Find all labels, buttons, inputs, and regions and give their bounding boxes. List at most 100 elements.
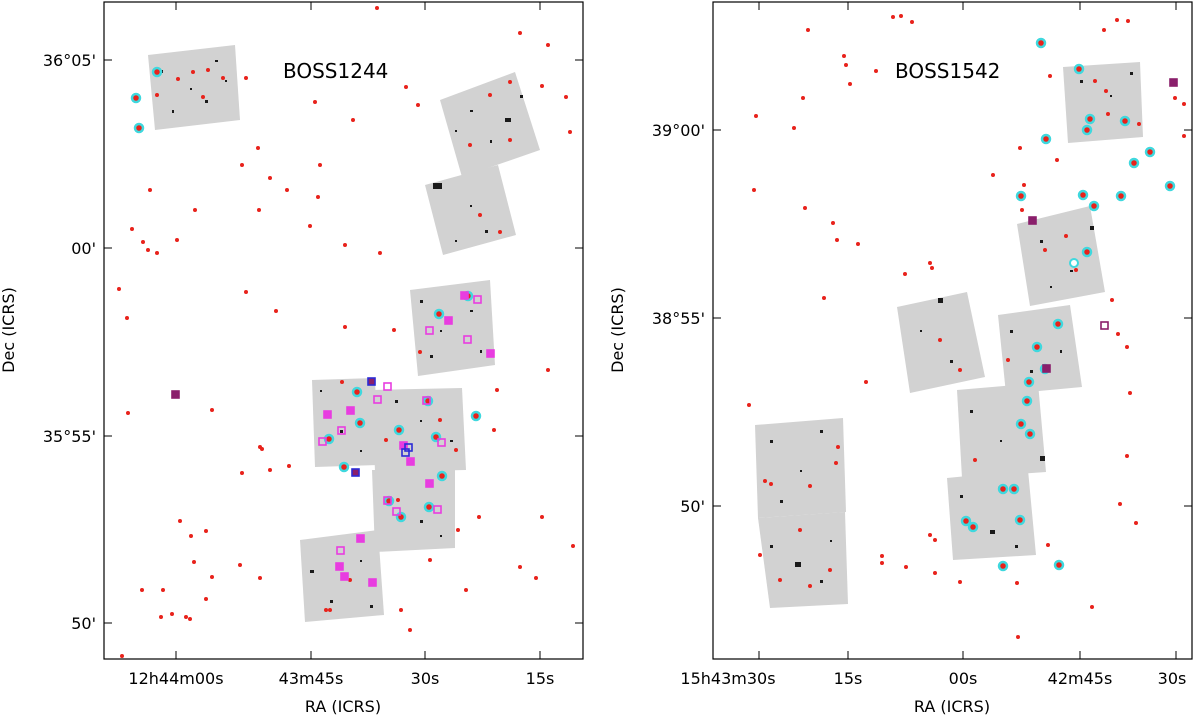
star-dot xyxy=(274,309,278,313)
star-dots-boss1542 xyxy=(747,14,1186,639)
star-dot xyxy=(148,188,152,192)
star-dot xyxy=(518,565,522,569)
star-dot xyxy=(1104,89,1108,93)
star-dot xyxy=(244,76,248,80)
star-dot xyxy=(828,568,832,572)
star-dot xyxy=(1182,134,1186,138)
magenta-square-marker xyxy=(383,382,392,391)
magenta-square-marker xyxy=(399,441,408,450)
star-dot xyxy=(1115,18,1119,22)
star-dot xyxy=(1110,298,1114,302)
star-dot xyxy=(1118,502,1122,506)
star-dot xyxy=(1015,581,1019,585)
star-dot xyxy=(378,251,382,255)
y-tick-label: 00' xyxy=(71,239,96,258)
star-dot xyxy=(1090,605,1094,609)
magenta-square-marker xyxy=(373,395,382,404)
cyan-circle-marker xyxy=(1088,200,1100,212)
star-dot xyxy=(468,143,472,147)
star-dot xyxy=(328,608,332,612)
cyan-circle-marker xyxy=(1115,190,1127,202)
dark-squares-boss1542 xyxy=(1028,78,1178,373)
star-dot xyxy=(1182,102,1186,106)
y-tick-label: 50' xyxy=(71,614,96,633)
star-dot xyxy=(258,576,262,580)
magenta-square-marker xyxy=(433,505,442,514)
star-dot xyxy=(206,68,210,72)
magenta-squares-boss1244 xyxy=(318,291,495,587)
cyan-circle-marker xyxy=(1053,559,1065,571)
star-dot xyxy=(752,188,756,192)
cyan-circle-marker xyxy=(338,461,350,473)
image-tiles-boss1542 xyxy=(755,62,1143,608)
star-dot xyxy=(1126,19,1130,23)
cyan-circle-marker xyxy=(1144,146,1156,158)
cyan-circle-marker xyxy=(960,515,972,527)
dark-squares-boss1244 xyxy=(171,377,413,477)
star-dot xyxy=(285,188,289,192)
star-dot xyxy=(240,163,244,167)
magenta-square-marker xyxy=(335,562,344,571)
y-tick-label: 38°55' xyxy=(652,309,705,328)
star-dot xyxy=(1173,96,1177,100)
star-dot xyxy=(1137,122,1141,126)
cyan-circle-marker xyxy=(433,308,445,320)
image-tile xyxy=(372,470,455,552)
star-dot xyxy=(318,163,322,167)
star-dot xyxy=(747,403,751,407)
star-dot xyxy=(184,615,188,619)
star-dot xyxy=(1125,454,1129,458)
cyan-circle-marker xyxy=(1077,189,1089,201)
star-dot xyxy=(822,296,826,300)
star-dot xyxy=(933,571,937,575)
star-dot xyxy=(568,130,572,134)
purple-square-marker xyxy=(171,390,180,399)
star-dot xyxy=(540,84,544,88)
star-dot xyxy=(428,558,432,562)
y-axis-title-boss1542: Dec (ICRS) xyxy=(608,287,627,373)
star-dot xyxy=(478,213,482,217)
purple-square-marker xyxy=(367,377,376,386)
star-dot xyxy=(498,230,502,234)
star-dot xyxy=(146,248,150,252)
star-dot xyxy=(1102,28,1106,32)
star-dot xyxy=(930,266,934,270)
magenta-square-marker xyxy=(444,316,453,325)
star-dot xyxy=(492,428,496,432)
star-dot xyxy=(204,597,208,601)
star-dot xyxy=(384,438,388,442)
star-dot xyxy=(399,608,403,612)
star-dot xyxy=(1093,79,1097,83)
star-dot xyxy=(392,328,396,332)
cyan-circle-marker xyxy=(1031,341,1043,353)
star-dot xyxy=(798,528,802,532)
star-dot xyxy=(188,617,192,621)
star-dot xyxy=(769,482,773,486)
star-dot xyxy=(1043,248,1047,252)
cyan-circle-marker xyxy=(1069,258,1079,268)
star-dot xyxy=(778,578,782,582)
cyan-circle-marker xyxy=(436,470,448,482)
star-dot xyxy=(120,654,124,658)
star-dot xyxy=(351,118,355,122)
panel-title-boss1542: BOSS1542 xyxy=(895,59,1000,83)
purple-square-marker xyxy=(351,468,360,477)
image-tiles-boss1244 xyxy=(148,45,540,622)
cyan-circle-marker xyxy=(470,410,482,422)
panel-title-boss1244: BOSS1244 xyxy=(283,59,388,83)
star-dot xyxy=(571,544,575,548)
star-dot xyxy=(313,100,317,104)
star-dot xyxy=(856,242,860,246)
star-dot xyxy=(803,206,807,210)
star-dot xyxy=(260,447,264,451)
magenta-square-marker xyxy=(463,335,472,344)
cyan-circle-marker xyxy=(1008,483,1020,495)
magenta-square-marker xyxy=(383,496,392,505)
star-dot xyxy=(324,608,328,612)
magenta-square-marker xyxy=(460,291,469,300)
star-dot xyxy=(268,176,272,180)
star-dot xyxy=(508,138,512,142)
star-dot xyxy=(880,554,884,558)
image-tile xyxy=(410,280,495,376)
purple-square-marker xyxy=(1028,216,1037,225)
